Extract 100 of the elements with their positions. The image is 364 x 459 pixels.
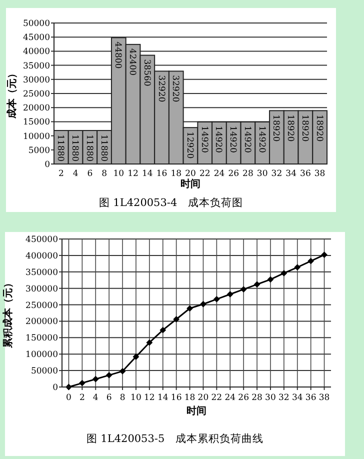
x-tick-label: 38 — [314, 169, 326, 179]
x-tick-label: 14 — [142, 169, 153, 179]
text: 图 1L420053-5 成本累积负荷曲线 — [86, 432, 264, 445]
x-tick-label: 24 — [224, 393, 236, 403]
x-tick-label: 10 — [130, 393, 142, 403]
x-tick-label: 24 — [214, 169, 225, 179]
data-label: 42400 — [127, 48, 138, 76]
point — [280, 270, 288, 276]
text: 图 1L420053-4 成本负荷图 — [98, 196, 244, 209]
x-tick-label: 38 — [318, 393, 330, 403]
point — [308, 258, 314, 264]
x-tick-label: 18 — [184, 393, 196, 403]
x-tick-label: 22 — [211, 393, 222, 403]
y-axis-title: 成本（元） — [6, 68, 18, 120]
point — [213, 296, 220, 302]
y-tick-label: 100000 — [26, 350, 58, 360]
x-tick-label: 16 — [170, 393, 182, 403]
point — [119, 368, 126, 374]
data-label: 32920 — [156, 75, 166, 102]
x-tick-label: 6 — [106, 393, 112, 403]
x-tick-label: 30 — [265, 393, 276, 403]
x-tick-label: 20 — [185, 169, 196, 179]
y-tick-label: 300000 — [26, 284, 58, 294]
x-tick-label: 2 — [79, 393, 85, 403]
y-tick-label: 10000 — [22, 132, 50, 142]
x-tick-label: 8 — [102, 169, 107, 179]
y-tick-label: 15000 — [22, 118, 50, 128]
data-label: 14920 — [198, 126, 209, 153]
x-axis-title: 时间 — [180, 178, 200, 190]
point — [78, 380, 86, 386]
point — [254, 281, 260, 288]
data-label: 11880 — [70, 134, 80, 162]
x-tick-label: 10 — [113, 169, 124, 179]
point — [186, 305, 193, 312]
x-tick-label: 4 — [92, 393, 98, 403]
data-label: 14920 — [256, 126, 266, 153]
data-label: 18920 — [299, 114, 310, 142]
y-tick-label: 400000 — [26, 251, 58, 262]
y-tick-label: 30000 — [22, 75, 50, 86]
data-label: 11880 — [84, 134, 94, 162]
x-tick-label: 2 — [58, 169, 64, 179]
x-tick-label: 28 — [252, 393, 262, 403]
x-tick-label: 12 — [128, 169, 138, 179]
x-tick-label: 12 — [144, 393, 155, 403]
x-tick-label: 14 — [157, 393, 168, 403]
x-tick-label: 26 — [228, 169, 240, 179]
x-tick-label: 6 — [87, 169, 93, 179]
y-tick-label: 0 — [52, 383, 58, 393]
data-label: 11880 — [98, 134, 108, 162]
point — [92, 376, 99, 382]
y-tick-label: 450000 — [26, 235, 58, 245]
point — [200, 300, 206, 308]
y-tick-label: 5000 — [28, 146, 50, 156]
data-label: 38560 — [141, 59, 152, 86]
y-tick-label: 0 — [44, 160, 50, 170]
x-tick-label: 32 — [271, 169, 282, 179]
x-tick-label: 8 — [120, 393, 126, 403]
data-label: 12920 — [184, 132, 194, 159]
y-tick-label: 250000 — [26, 300, 58, 311]
point — [146, 339, 153, 346]
x-tick-label: 4 — [72, 169, 78, 179]
x-tick-label: 32 — [278, 393, 290, 403]
point — [160, 326, 166, 334]
x-tick-label: 16 — [156, 169, 168, 179]
point — [294, 264, 301, 270]
data-label: 14920 — [242, 126, 252, 153]
x-tick-label: 36 — [305, 393, 316, 403]
data-label: 18920 — [285, 114, 296, 142]
y-tick-label: 50000 — [22, 19, 50, 29]
y-tick-label: 50000 — [30, 366, 58, 377]
data-label: 18920 — [314, 114, 324, 142]
data-label: 18920 — [270, 114, 281, 142]
x-tick-label: 26 — [238, 393, 249, 403]
x-tick-label: 30 — [256, 169, 268, 179]
x-tick-label: 36 — [300, 169, 311, 179]
y-tick-label: 200000 — [26, 317, 58, 328]
x-axis-title: 时间 — [186, 405, 206, 417]
data-label: 11880 — [55, 134, 66, 162]
x-tick-label: 0 — [66, 393, 72, 403]
y-tick-label: 25000 — [22, 90, 50, 100]
data-label: 32920 — [170, 75, 180, 102]
x-tick-label: 34 — [292, 393, 303, 403]
y-tick-label: 150000 — [26, 334, 58, 344]
point — [226, 291, 234, 298]
x-tick-label: 34 — [286, 169, 296, 179]
x-tick-label: 22 — [199, 169, 210, 179]
y-tick-label: 45000 — [22, 33, 50, 44]
point — [240, 286, 247, 293]
x-tick-label: 20 — [198, 393, 209, 403]
x-tick-label: 18 — [170, 169, 182, 179]
y-tick-label: 20000 — [22, 104, 50, 114]
point — [321, 252, 328, 258]
y-tick-label: 40000 — [22, 47, 50, 58]
y-tick-label: 350000 — [26, 268, 58, 278]
point — [267, 276, 274, 283]
data-label: 14920 — [228, 126, 238, 153]
x-tick-label: 28 — [242, 169, 254, 179]
data-label: 44800 — [112, 42, 123, 69]
y-axis-title: 累积成本（元） — [2, 278, 14, 349]
point — [106, 372, 112, 378]
